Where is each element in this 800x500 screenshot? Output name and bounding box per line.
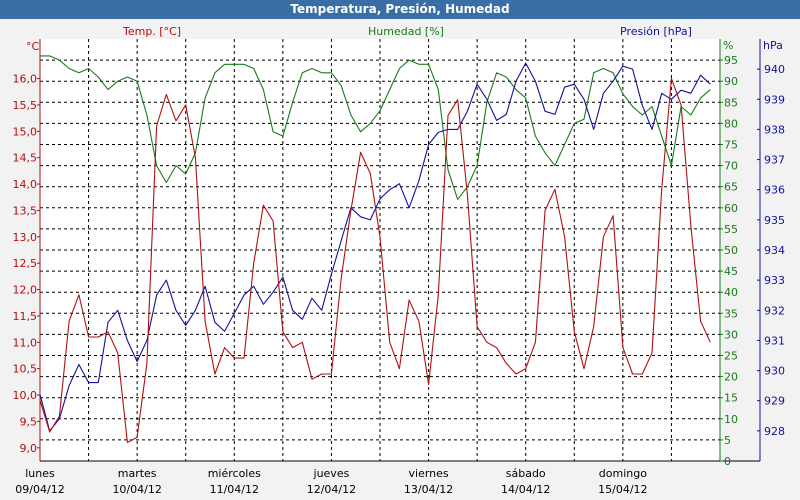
x-day-label: domingo xyxy=(599,467,647,480)
pressure-tick-label: 934 xyxy=(764,244,785,257)
pressure-tick-label: 937 xyxy=(764,154,785,167)
pressure-tick-label: 929 xyxy=(764,395,785,408)
humidity-tick-label: 85 xyxy=(724,96,738,109)
pressure-tick-label: 935 xyxy=(764,214,785,227)
temperature-tick-label: 9,5 xyxy=(20,415,38,428)
tick-labels: 9,0 9,5 10,0 10,5 11,0 11,5 12,0 12,5 13,0 13,5 14… xyxy=(13,54,786,496)
temperature-tick-label: 13,5 xyxy=(13,204,38,217)
x-date-label: 13/04/12 xyxy=(404,483,453,496)
window-title: Temperatura, Presión, Humedad xyxy=(0,0,800,19)
x-day-label: sábado xyxy=(506,467,546,480)
humidity-tick-label: 5 xyxy=(724,434,731,447)
humidity-series-line xyxy=(40,55,711,200)
humidity-tick-label: 70 xyxy=(724,160,738,173)
x-date-label: 10/04/12 xyxy=(112,483,161,496)
temperature-tick-label: 13,0 xyxy=(13,231,38,244)
humidity-unit-label: % xyxy=(723,39,733,52)
pressure-tick-label: 931 xyxy=(764,334,785,347)
series-layer xyxy=(39,55,711,444)
temperature-tick-label: 15,0 xyxy=(13,125,38,138)
humidity-tick-label: 55 xyxy=(724,223,738,236)
pressure-tick-label: 930 xyxy=(764,365,785,378)
humidity-tick-label: 0 xyxy=(724,455,731,468)
temperature-axis-title: Temp. [°C] xyxy=(122,25,181,38)
humidity-tick-label: 75 xyxy=(724,139,738,152)
humidity-tick-label: 95 xyxy=(724,54,738,67)
humidity-tick-label: 90 xyxy=(724,75,738,88)
pressure-tick-label: 932 xyxy=(764,304,785,317)
pressure-tick-label: 928 xyxy=(764,425,785,438)
temperature-tick-label: 9,0 xyxy=(20,442,38,455)
humidity-tick-label: 30 xyxy=(724,328,738,341)
pressure-axis-title: Presión [hPa] xyxy=(620,25,692,38)
pressure-tick-label: 933 xyxy=(764,274,785,287)
x-day-label: lunes xyxy=(25,467,55,480)
x-day-label: miércoles xyxy=(208,467,261,480)
temperature-tick-label: 10,5 xyxy=(13,363,38,376)
temperature-unit-label: °C xyxy=(26,40,40,53)
humidity-tick-label: 45 xyxy=(724,265,738,278)
temperature-tick-label: 11,0 xyxy=(13,336,38,349)
temperature-tick-label: 15,5 xyxy=(13,99,38,112)
humidity-axis-title: Humedad [%] xyxy=(368,25,444,38)
humidity-tick-label: 20 xyxy=(724,371,738,384)
pressure-series-line xyxy=(39,62,711,432)
pressure-unit-label: hPa xyxy=(763,39,783,52)
humidity-tick-label: 10 xyxy=(724,413,738,426)
x-day-label: jueves xyxy=(313,467,350,480)
humidity-tick-label: 50 xyxy=(724,244,738,257)
pressure-tick-label: 940 xyxy=(764,63,785,76)
temperature-tick-label: 11,5 xyxy=(13,310,38,323)
humidity-tick-label: 65 xyxy=(724,181,738,194)
temperature-tick-label: 12,0 xyxy=(13,284,38,297)
temperature-tick-label: 12,5 xyxy=(13,257,38,270)
pressure-tick-label: 939 xyxy=(764,93,785,106)
pressure-tick-label: 936 xyxy=(764,184,785,197)
pressure-tick-label: 938 xyxy=(764,123,785,136)
humidity-tick-label: 40 xyxy=(724,286,738,299)
x-date-label: 09/04/12 xyxy=(15,483,64,496)
x-date-label: 12/04/12 xyxy=(307,483,356,496)
x-date-label: 15/04/12 xyxy=(598,483,647,496)
temperature-tick-label: 16,0 xyxy=(13,73,38,86)
x-date-label: 14/04/12 xyxy=(501,483,550,496)
temperature-series-line xyxy=(39,78,711,444)
humidity-tick-label: 35 xyxy=(724,307,738,320)
temperature-tick-label: 14,5 xyxy=(13,152,38,165)
x-date-label: 11/04/12 xyxy=(210,483,259,496)
humidity-tick-label: 15 xyxy=(724,392,738,405)
humidity-tick-label: 80 xyxy=(724,117,738,130)
temperature-tick-label: 14,0 xyxy=(13,178,38,191)
humidity-tick-label: 60 xyxy=(724,202,738,215)
x-day-label: viernes xyxy=(409,467,449,480)
humidity-tick-label: 25 xyxy=(724,350,738,363)
x-day-label: martes xyxy=(118,467,157,480)
temperature-tick-label: 10,0 xyxy=(13,389,38,402)
axes xyxy=(37,39,761,462)
